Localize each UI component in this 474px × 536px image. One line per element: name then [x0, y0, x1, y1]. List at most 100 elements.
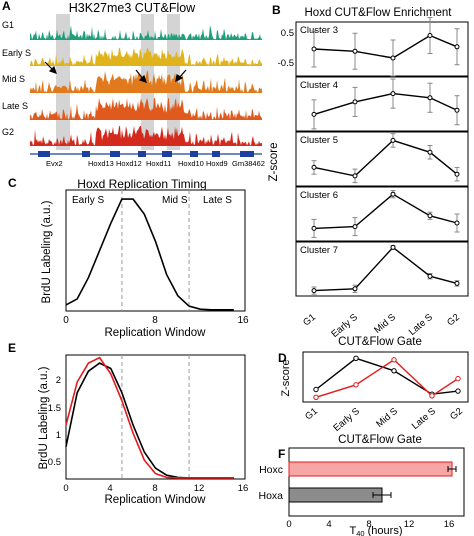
gene-box	[190, 151, 198, 157]
f-xlabel-tail: (hours)	[365, 525, 403, 536]
panel-d: D Z-score G1 Early S Mid S Late S G2 CUT…	[278, 351, 469, 446]
arrow-marks	[44, 61, 187, 83]
bar-hoxa	[288, 487, 383, 503]
cluster-point	[390, 55, 396, 61]
cluster-line	[313, 92, 458, 116]
cluster-point	[427, 213, 433, 219]
d-xtick-g2: G2	[448, 406, 465, 423]
zscore-point	[429, 393, 435, 399]
gene-label-hoxd13: Hoxd13	[88, 159, 114, 168]
cluster-label: Cluster 3	[300, 25, 338, 36]
cluster-point	[311, 164, 317, 170]
cluster-subplots: Cluster 3 Cluster 4 Cluster 5 Cluster 6 Clus…	[295, 17, 469, 297]
d-xtick-late-s: Late S	[410, 406, 438, 432]
zscore-point	[353, 355, 359, 361]
e-ytick-1: 1	[56, 430, 61, 441]
cluster-point	[352, 286, 358, 292]
track-label-late-s: Late S	[2, 101, 28, 111]
track-label-g2: G2	[2, 127, 14, 137]
cluster-label: Cluster 5	[300, 135, 338, 146]
c-phase-mid: Mid S	[162, 195, 188, 206]
gene-box	[240, 151, 254, 157]
f-xlabel: T40 (hours)	[350, 525, 403, 536]
c-xtick-16: 16	[237, 315, 249, 326]
c-ylabel: BrdU Labeling (a.u.)	[41, 200, 53, 303]
coverage-track-4	[30, 126, 262, 146]
gene-label-gm38462: Gm38462	[232, 159, 265, 168]
zscore-point	[455, 375, 461, 382]
zscore-point	[313, 386, 319, 393]
replication-curve-0	[65, 362, 234, 479]
cluster-point	[311, 225, 317, 231]
f-xtick-16: 16	[444, 519, 455, 530]
e-ylabel: BrdU Labeling (a.u.)	[38, 366, 50, 469]
f-xtick-8: 8	[366, 519, 371, 530]
gene-label-hoxd11: Hoxd11	[146, 159, 171, 168]
cluster-line	[313, 34, 458, 59]
d-xtick-mid-s: Mid S	[374, 406, 400, 430]
f-xtick-12: 12	[404, 519, 415, 530]
track-label-early-s: Early S	[2, 48, 31, 58]
f-category-hoxc: Hoxc	[259, 464, 283, 476]
b-ytick-neg: -0.5	[278, 58, 294, 69]
panel-b-ylabel: Z-score	[268, 143, 280, 182]
d-ylabel: Z-score	[280, 359, 292, 396]
cluster-point	[427, 149, 433, 155]
panel-c-title: Hoxd Replication Timing	[77, 177, 206, 191]
d-plot-area	[313, 355, 461, 400]
panel-d-letter: D	[278, 351, 287, 365]
gene-label-hoxd12: Hoxd12	[116, 159, 142, 168]
cluster-frame	[295, 186, 469, 242]
cluster-point	[390, 244, 396, 250]
gene-box	[38, 151, 50, 157]
cluster-point	[352, 173, 358, 179]
e-xtick-16: 16	[238, 483, 249, 494]
c-plot-area	[65, 190, 234, 311]
d-xlabel: CUT&Flow Gate	[338, 434, 422, 446]
e-plot-area	[65, 355, 234, 479]
f-xtick-0: 0	[286, 519, 291, 530]
panel-f-letter: F	[278, 447, 285, 461]
c-xlabel: Replication Window	[105, 327, 207, 339]
cluster-label: Cluster 4	[300, 80, 338, 91]
panel-c: C Hoxd Replication Timing Early S Mid S …	[8, 176, 249, 339]
coverage-track-1	[30, 48, 262, 66]
panel-b-xlabel: CUT&Flow Gate	[338, 336, 422, 348]
cluster-frame	[295, 131, 469, 187]
c-plot-frame	[65, 189, 246, 312]
panel-a-letter: A	[2, 0, 11, 13]
gene-box	[212, 151, 220, 157]
zscore-point	[353, 382, 359, 388]
zscore-point	[455, 388, 461, 394]
panel-a-title: H3K27me3 CUT&Flow	[69, 1, 196, 15]
gene-box	[138, 151, 146, 157]
cluster-point	[454, 171, 460, 177]
f-category-hoxa: Hoxa	[258, 490, 283, 502]
replication-curve	[65, 198, 234, 311]
c-xtick-8: 8	[152, 315, 158, 326]
b-xtick-mid-s: Mid S	[372, 312, 398, 336]
e-ytick-1-5: 1.5	[48, 403, 61, 414]
arrow-head-3	[175, 74, 184, 83]
e-ytick-2: 2	[56, 375, 61, 386]
cluster-point	[390, 137, 396, 143]
panel-e-letter: E	[8, 341, 16, 355]
cluster-frame	[295, 241, 469, 297]
d-xtick-early-s: Early S	[331, 406, 362, 434]
zscore-point	[391, 368, 397, 374]
zscore-point	[313, 394, 319, 400]
panel-f: F Hoxc Hoxa 0 4 8 12 16 T40 (hours)	[258, 447, 465, 536]
cluster-frame	[295, 76, 469, 132]
replication-curve-1	[65, 356, 234, 479]
cluster-point	[427, 95, 433, 101]
panel-e: E 2 1.5 1 0.5 0 4 8 12 16 Replication Wi…	[8, 341, 248, 506]
f-xtick-4: 4	[326, 519, 331, 530]
e-xtick-4: 4	[107, 483, 112, 494]
gene-label-evx2: Evx2	[46, 159, 63, 168]
track-label-g1: G1	[2, 20, 14, 30]
f-xlabel-sub: 40	[356, 529, 364, 536]
e-xtick-0: 0	[63, 483, 68, 494]
zscore-line-1	[315, 358, 459, 398]
cluster-point	[427, 33, 433, 38]
